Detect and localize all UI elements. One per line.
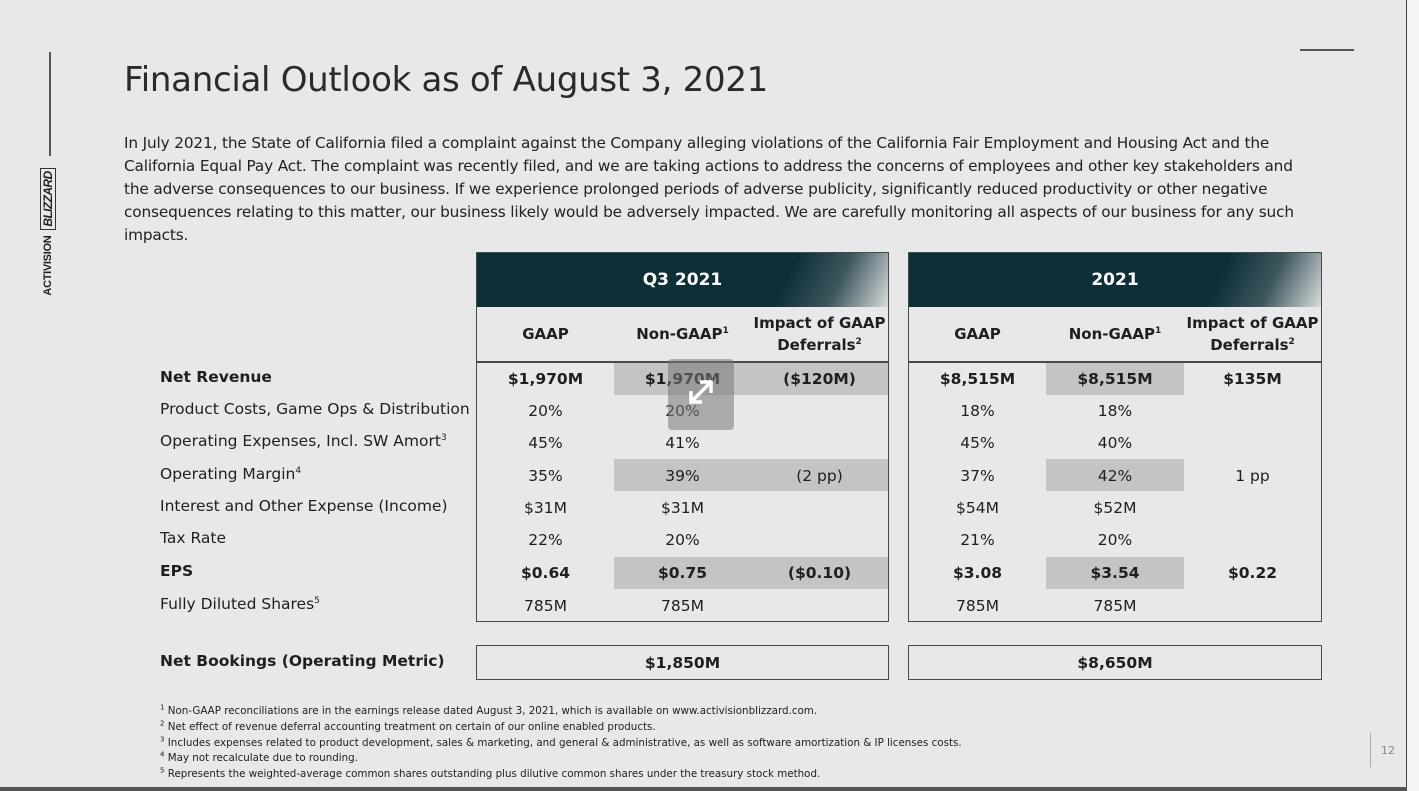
row-label: Operating Margin4 [160,465,302,483]
table-cell: 45% [960,434,995,452]
table-cell [751,395,888,427]
table-cell: $52M [1093,499,1137,517]
table-cell: 40% [1097,434,1133,452]
footnotes: 1 Non-GAAP reconciliations are in the ea… [160,704,962,783]
activision-blizzard-logo: ACTIVISION BLIZZARD [30,168,66,296]
table-cell: $0.75 [657,564,708,582]
table-cell: $54M [956,499,999,517]
table-cell: $135M [1223,370,1282,388]
page-number-rule [1370,733,1371,767]
fy-2021-table: 2021 GAAP Non-GAAP1 Impact of GAAP Deferr… [908,252,1322,622]
table-cell: $8,515M [1077,370,1153,388]
table-cell: 785M [661,597,704,615]
table-cell [751,590,888,621]
table-cell [751,524,888,556]
row-label: Tax Rate [160,529,227,547]
expand-view-button[interactable] [668,359,734,430]
row-label: Product Costs, Game Ops & Distribution [160,400,470,418]
table-cell: 37% [960,467,995,485]
table-cell: ($120M) [783,370,856,388]
table-cell: 18% [1097,402,1133,420]
table-cell: 785M [956,597,999,615]
table-cell: 785M [524,597,567,615]
logo-blizzard: BLIZZARD [40,168,56,230]
table-cell: 1 pp [1235,467,1270,485]
table-cell: $0.22 [1227,564,1278,582]
table-cell: 18% [960,402,995,420]
q3-impact-column-header: Impact of GAAP Deferrals2 [753,314,886,354]
intro-paragraph: In July 2021, the State of California fi… [124,134,1294,244]
logo-activision: ACTIVISION [42,235,54,296]
table-cell: 35% [528,467,563,485]
table-cell: 20% [528,402,563,420]
fy-gaap-column-header: GAAP [954,325,1001,343]
table-cell [1184,590,1321,621]
table-cell [1184,524,1321,556]
fy-header-rule [909,361,1321,363]
table-cell [1184,492,1321,524]
footnote: 1 Non-GAAP reconciliations are in the ea… [160,703,818,717]
q3-margin-shade [614,459,888,491]
table-cell: 21% [960,531,995,549]
table-cell: 42% [1097,467,1133,485]
q3-net-revenue-shade-b [751,363,888,395]
table-cell: $1,970M [507,370,584,388]
table-cell: $8,515M [939,370,1016,388]
table-cell: ($0.10) [787,564,852,582]
table-cell [751,492,888,524]
q3-gaap-column-header: GAAP [522,325,569,343]
fy-eps-shade [1046,557,1184,589]
fy-impact-column-header: Impact of GAAP Deferrals2 [1186,314,1319,354]
page-title: Financial Outlook as of August 3, 2021 [124,60,768,100]
q3-2021-table: Q3 2021 GAAP Non-GAAP1 Impact of GAAP Def… [476,252,889,622]
table-cell: $31M [661,499,704,517]
table-cell: $31M [524,499,567,517]
table-cell: 39% [665,467,700,485]
table-cell: $3.54 [1090,564,1140,582]
page-number: 12 [1381,744,1395,757]
q3-eps-shade [614,557,888,589]
row-label: Net Revenue [160,368,272,386]
footnote: 4 May not recalculate due to rounding. [160,750,358,765]
q3-nongaap-column-header: Non-GAAP1 [636,325,729,343]
table-cell: 785M [1093,597,1137,615]
left-divider [49,52,51,156]
table-cell [1184,395,1321,427]
row-label: Fully Diluted Shares5 [160,595,320,613]
window-bottom-edge [0,787,1407,791]
table-cell: $0.64 [520,564,571,582]
table-cell: (2 pp) [796,467,843,485]
net-bookings-fy: $8,650M [908,645,1322,680]
net-bookings-label: Net Bookings (Operating Metric) [160,652,445,670]
fy-nongaap-column-header: Non-GAAP1 [1068,325,1162,343]
row-label: Interest and Other Expense (Income) [160,497,448,515]
fy-2021-header: 2021 [909,253,1321,307]
fy-margin-shade [1046,459,1184,491]
row-label: EPS [160,562,194,580]
table-cell: 20% [665,531,700,549]
table-cell: 45% [528,434,563,452]
row-label: Operating Expenses, Incl. SW Amort3 [160,432,447,450]
top-divider [1300,49,1354,51]
footnote: 2 Net effect of revenue deferral account… [160,719,656,733]
fy-net-revenue-shade [1046,363,1184,395]
footnote: 5 Represents the weighted-average common… [160,766,821,781]
window-right-edge [1406,0,1419,791]
table-cell: $3.08 [952,564,1003,582]
q3-2021-header: Q3 2021 [477,253,888,307]
table-cell: 41% [665,434,700,452]
table-cell [1184,427,1321,459]
table-cell [751,427,888,459]
footnote: 3 Includes expenses related to product d… [160,735,962,749]
table-cell: 20% [1097,531,1133,549]
expand-arrows-icon [689,380,713,404]
net-bookings-q3: $1,850M [476,645,889,680]
table-cell: 22% [528,531,563,549]
